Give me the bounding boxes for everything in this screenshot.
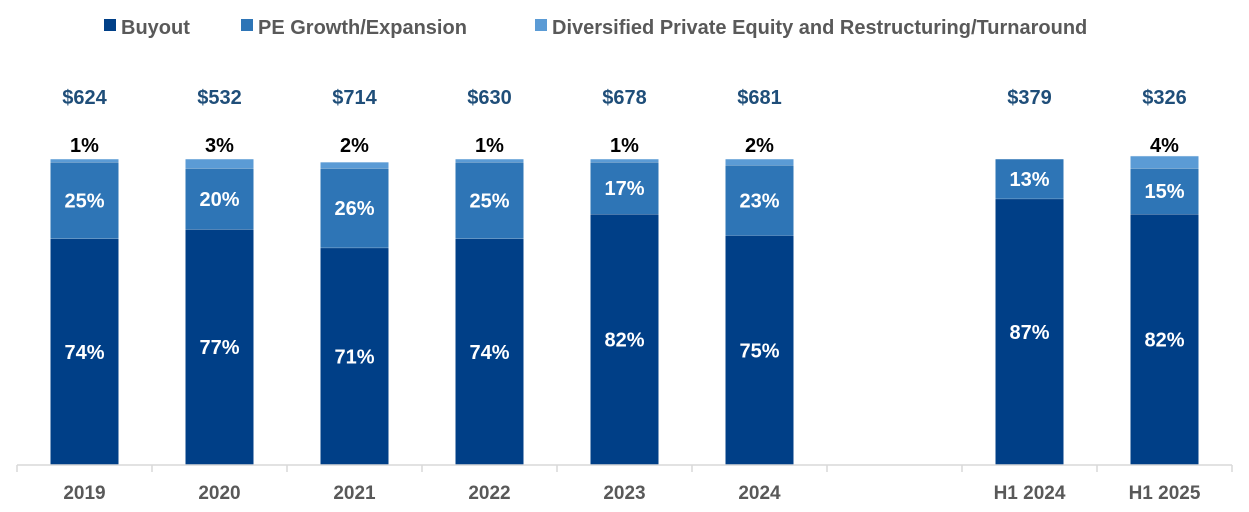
x-tick-label-2019: 2019 [63,483,105,504]
total-label-h1-2024: $379 [1007,87,1052,109]
bar-pe-growth-expansion-2024 [725,165,794,236]
data-label-diversified-private-equity-and-restructuring-turnaround-h1-2025: 4% [1150,135,1179,157]
data-label-buyout-2022: 74% [469,342,509,364]
data-label-diversified-private-equity-and-restructuring-turnaround-2024: 2% [745,135,774,157]
bar-pe-growth-expansion-2021 [320,168,389,248]
legend-swatch-pe-growth-expansion [241,19,253,31]
total-label-2022: $630 [467,87,512,109]
data-label-diversified-private-equity-and-restructuring-turnaround-2023: 1% [610,135,639,157]
x-tick-label-2020: 2020 [198,483,240,504]
bar-pe-growth-expansion-2023 [590,162,659,215]
data-label-diversified-private-equity-and-restructuring-turnaround-2021: 2% [340,135,369,157]
data-label-buyout-2020: 77% [199,337,239,359]
chart-legend: Buyout PE Growth/Expansion Diversified Pri… [104,17,1087,39]
data-label-buyout-2023: 82% [604,330,644,352]
total-label-2020: $532 [197,87,242,109]
x-tick-label-2023: 2023 [603,483,645,504]
bar-diversified-private-equity-and-restructuring-turnaround-2023 [590,159,659,163]
bar-pe-growth-expansion-2020 [185,168,254,230]
data-label-pe-growth-expansion-2024: 23% [739,190,779,212]
bar-buyout-h1-2024 [995,198,1064,465]
data-label-pe-growth-expansion-2022: 25% [469,190,509,212]
bar-diversified-private-equity-and-restructuring-turnaround-h1-2025 [1130,155,1199,169]
legend-swatch-buyout [104,19,116,31]
legend-label-diversified-private-equity-and-restructuring-turnaround: Diversified Private Equity and Restructu… [552,17,1087,39]
total-label-2024: $681 [737,87,782,109]
bar-diversified-private-equity-and-restructuring-turnaround-2020 [185,159,254,169]
total-label-2023: $678 [602,87,647,109]
data-label-pe-growth-expansion-h1-2025: 15% [1144,181,1184,203]
data-label-buyout-2021: 71% [334,346,374,368]
data-label-pe-growth-expansion-2019: 25% [64,190,104,212]
x-axis: 2019 2020 2021 2022 2023 2024 H1 2024 H1 2025 [16,464,1233,504]
bar-buyout-2020 [185,229,254,465]
data-label-diversified-private-equity-and-restructuring-turnaround-2019: 1% [70,135,99,157]
bar-buyout-2021 [320,247,389,465]
x-tick-label-h1-2024: H1 2024 [994,483,1066,504]
bar-buyout-h1-2025 [1130,214,1199,465]
data-label-buyout-2024: 75% [739,340,779,362]
data-label-pe-growth-expansion-h1-2024: 13% [1009,169,1049,191]
bar-diversified-private-equity-and-restructuring-turnaround-2022 [455,159,524,163]
data-label-diversified-private-equity-and-restructuring-turnaround-2022: 1% [475,135,504,157]
legend-label-pe-growth-expansion: PE Growth/Expansion [258,17,467,39]
total-label-h1-2025: $326 [1142,87,1187,109]
x-tick-label-2022: 2022 [468,483,510,504]
bar-diversified-private-equity-and-restructuring-turnaround-2021 [320,162,389,169]
legend-label-buyout: Buyout [121,17,190,39]
bar-buyout-2019 [50,238,119,465]
data-label-pe-growth-expansion-2020: 20% [199,189,239,211]
data-label-diversified-private-equity-and-restructuring-turnaround-2020: 3% [205,135,234,157]
bar-buyout-2022 [455,238,524,465]
bar-diversified-private-equity-and-restructuring-turnaround-2019 [50,159,119,163]
legend-swatch-diversified-private-equity-and-restructuring-turnaround [535,19,547,31]
x-tick-label-h1-2025: H1 2025 [1129,483,1201,504]
total-label-2019: $624 [62,87,107,109]
bar-buyout-2024 [725,235,794,465]
data-label-buyout-h1-2025: 82% [1144,330,1184,352]
bar-pe-growth-expansion-h1-2024 [995,159,1064,199]
bar-pe-growth-expansion-h1-2025 [1130,168,1199,215]
data-label-pe-growth-expansion-2021: 26% [334,198,374,220]
total-label-2021: $714 [332,87,377,109]
bar-pe-growth-expansion-2022 [455,162,524,239]
x-tick-label-2021: 2021 [333,483,376,504]
x-tick-label-2024: 2024 [738,483,781,504]
data-label-pe-growth-expansion-2023: 17% [604,178,644,200]
bar-group: 74% 25% 1% $624 77% 20% 3% $532 71% 26% 2% $714 74% 2… [50,87,1199,465]
data-label-buyout-h1-2024: 87% [1009,322,1049,344]
bar-buyout-2023 [590,214,659,465]
data-label-buyout-2019: 74% [64,342,104,364]
bar-pe-growth-expansion-2019 [50,162,119,239]
bar-diversified-private-equity-and-restructuring-turnaround-2024 [725,159,794,166]
